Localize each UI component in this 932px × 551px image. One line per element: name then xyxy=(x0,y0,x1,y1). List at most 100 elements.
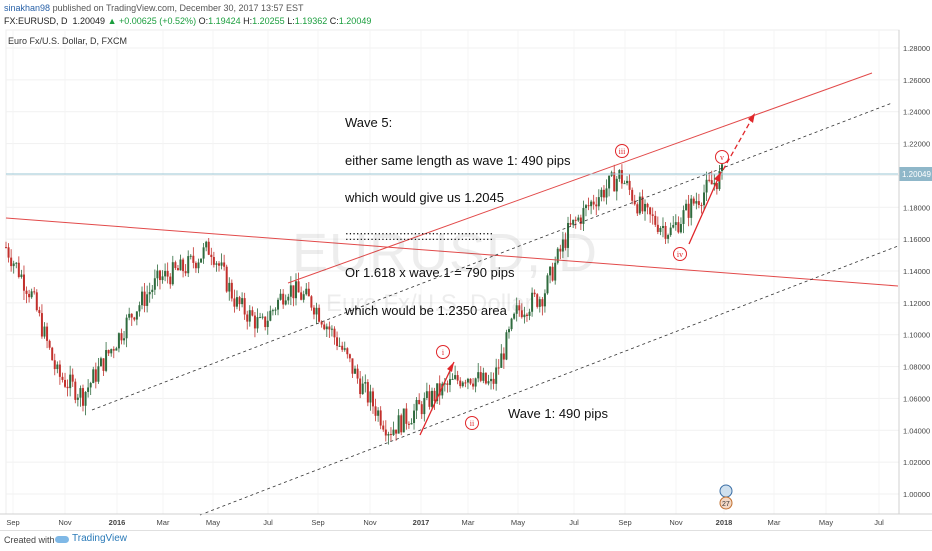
candle-body xyxy=(661,225,664,229)
candle-body xyxy=(348,354,351,359)
candle-body xyxy=(307,288,310,297)
candle-body xyxy=(48,340,51,348)
candle-body xyxy=(482,372,485,381)
x-tick-label: Jul xyxy=(263,518,273,527)
candle-body xyxy=(495,367,498,384)
candle-body xyxy=(202,247,205,259)
candle-body xyxy=(554,262,557,281)
candle-body xyxy=(672,225,675,228)
candle-body xyxy=(369,391,372,403)
candle-body xyxy=(56,364,59,370)
candle-body xyxy=(459,380,462,387)
descending-trendline[interactable] xyxy=(5,217,899,287)
candle-body xyxy=(582,208,585,224)
wave5-extension-arrow[interactable] xyxy=(722,113,755,171)
candle-body xyxy=(502,353,505,360)
candle-body xyxy=(328,326,331,330)
candle-body xyxy=(700,204,703,206)
candle-body xyxy=(587,205,590,207)
candle-body xyxy=(61,376,64,380)
candle-body xyxy=(197,262,200,269)
candle-body xyxy=(379,410,382,426)
candle-body xyxy=(520,310,523,318)
candle-body xyxy=(110,349,113,354)
candle-body xyxy=(179,259,182,271)
author-link[interactable]: sinakhan98 xyxy=(4,3,51,13)
candle-body xyxy=(269,310,272,321)
candle-body xyxy=(708,179,711,181)
candle-body xyxy=(200,258,203,263)
price-change: ▲ +0.00625 (+0.52%) xyxy=(107,16,197,26)
candle-body xyxy=(428,391,431,407)
candle-body xyxy=(184,271,187,274)
candle-body xyxy=(246,314,249,322)
candle-body xyxy=(33,291,36,293)
candle-body xyxy=(682,210,685,225)
candle-body xyxy=(235,297,238,307)
annotation-line: ::::::::::::::::::::::::::::::::::::::::… xyxy=(345,227,494,243)
candle-body xyxy=(531,292,534,312)
candle-body xyxy=(397,415,400,434)
candle-body xyxy=(274,309,277,311)
wave5-annotation[interactable]: Wave 5: either same length as wave 1: 49… xyxy=(345,92,570,330)
candle-body xyxy=(451,378,454,380)
x-tick-label: May xyxy=(819,518,833,527)
candle-body xyxy=(225,266,228,292)
candle-body xyxy=(292,285,295,299)
candle-body xyxy=(351,358,354,374)
candle-body xyxy=(569,222,572,225)
candle-body xyxy=(595,204,598,207)
wave5-arrow[interactable] xyxy=(688,171,722,245)
tradingview-cloud-icon xyxy=(55,534,69,544)
candle-body xyxy=(674,222,677,226)
x-tick-label: Nov xyxy=(669,518,683,527)
candle-body xyxy=(248,310,251,322)
candle-body xyxy=(456,375,459,381)
candle-body xyxy=(218,263,221,266)
candle-body xyxy=(448,379,451,385)
close-label: C: xyxy=(329,16,339,26)
candle-body xyxy=(146,294,149,306)
candle-body xyxy=(692,198,695,204)
wave1-arrow[interactable] xyxy=(419,361,455,436)
x-tick-label: Sep xyxy=(618,518,631,527)
candle-body xyxy=(220,262,223,266)
y-tick-label: 1.02000 xyxy=(903,458,930,467)
x-tick-label: 2018 xyxy=(716,518,733,527)
candle-body xyxy=(685,203,688,211)
candle-body xyxy=(125,317,128,339)
y-tick-label: 1.12000 xyxy=(903,299,930,308)
candle-body xyxy=(207,241,210,255)
candle-body xyxy=(176,268,179,271)
candle-body xyxy=(320,321,323,325)
candle-body xyxy=(523,314,526,318)
candle-body xyxy=(721,164,723,172)
lower-channel-line[interactable] xyxy=(199,245,899,516)
wave1-annotation[interactable]: Wave 1: 490 pips xyxy=(508,406,608,421)
x-tick-label: Mar xyxy=(157,518,170,527)
price-axis[interactable]: 1.280001.260001.240001.220001.200001.180… xyxy=(903,44,930,499)
y-tick-label: 1.00000 xyxy=(903,490,930,499)
wave-label-circle xyxy=(615,144,629,158)
tradingview-brand[interactable]: TradingView xyxy=(55,533,127,544)
candle-body xyxy=(40,313,43,337)
candle-body xyxy=(12,263,15,267)
candle-body xyxy=(446,383,449,385)
candle-body xyxy=(64,379,67,387)
upper-channel-line[interactable] xyxy=(287,72,873,284)
publish-line: sinakhan98 published on TradingView.com,… xyxy=(4,3,304,13)
mid-channel-line[interactable] xyxy=(91,102,893,411)
y-tick-label: 1.04000 xyxy=(903,426,930,435)
chart-title: Euro Fx/U.S. Dollar, D, FXCM xyxy=(8,36,128,46)
open-value: 1.19424 xyxy=(208,16,241,26)
candle-body xyxy=(10,257,13,267)
candle-body xyxy=(35,292,38,311)
candle-body xyxy=(94,369,97,382)
event-badge[interactable]: 27 xyxy=(719,484,733,510)
candle-body xyxy=(364,382,367,384)
candle-body xyxy=(679,224,682,233)
time-axis[interactable]: Sep Nov 2016 Mar May Jul Sep Nov 2017 Mar May Jul Se… xyxy=(6,518,884,527)
x-tick-label: Nov xyxy=(363,518,377,527)
candle-body xyxy=(97,366,100,382)
